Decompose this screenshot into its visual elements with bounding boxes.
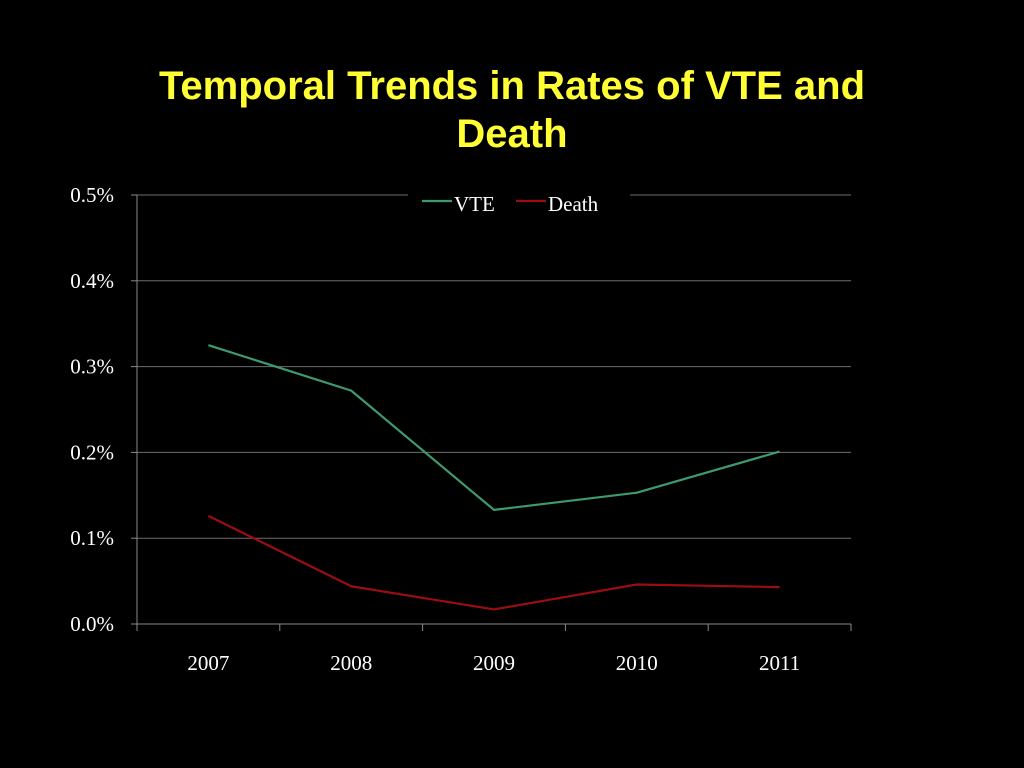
slide-title-line-1: Temporal Trends in Rates of VTE and	[158, 64, 866, 108]
x-tick-label: 2010	[616, 651, 658, 675]
y-tick-label: 0.5%	[70, 183, 114, 207]
slide-title: Temporal Trends in Rates of VTE and Deat…	[0, 62, 1024, 158]
legend-label-death: Death	[548, 192, 599, 216]
legend-label-vte: VTE	[454, 192, 495, 216]
series-line-vte	[208, 344, 780, 511]
series-line-death	[207, 514, 780, 611]
series-lines	[207, 344, 780, 611]
slide-title-line-2: Death	[456, 112, 568, 156]
y-tick-label: 0.2%	[70, 440, 114, 464]
axes: 0.0% 0.1% 0.2% 0.3% 0.4% 0.5% 2007 2008 2009 2010…	[70, 183, 852, 675]
x-tick-label: 2009	[473, 651, 515, 675]
legend: VTE Death	[408, 188, 630, 216]
gridlines	[137, 194, 851, 539]
x-tick-label: 2011	[759, 651, 800, 675]
x-tick-label: 2007	[187, 651, 229, 675]
y-tick-label: 0.4%	[70, 269, 114, 293]
y-tick-label: 0.1%	[70, 526, 114, 550]
y-tick-label: 0.0%	[70, 612, 114, 636]
x-tick-label: 2008	[330, 651, 372, 675]
y-tick-label: 0.3%	[70, 355, 114, 379]
